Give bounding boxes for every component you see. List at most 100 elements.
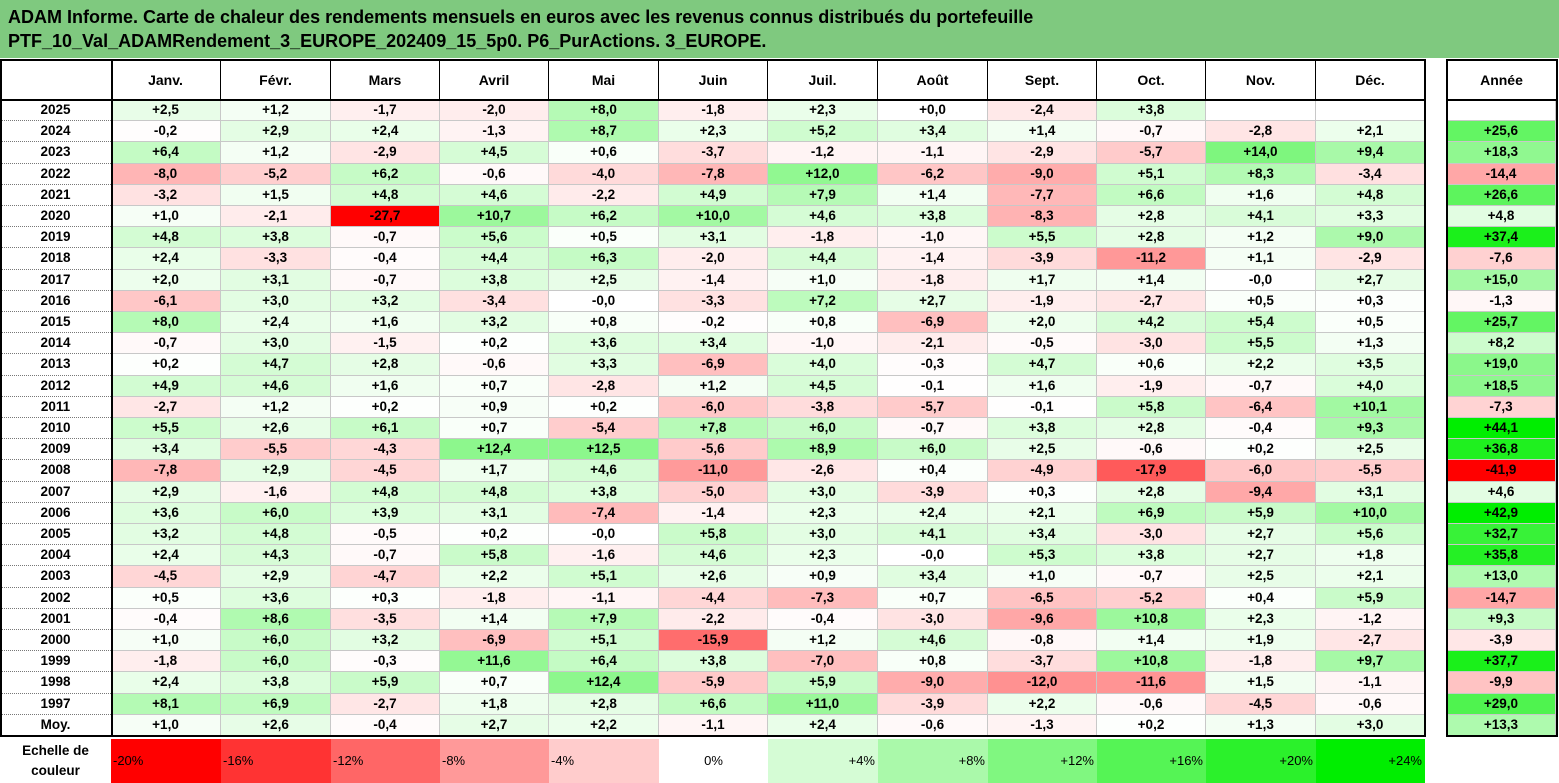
heatmap-cell: -3,7 — [988, 651, 1097, 673]
heatmap-cell: +0,4 — [878, 460, 988, 482]
annual-cell: +15,0 — [1447, 269, 1556, 291]
heatmap-cell: +6,0 — [221, 630, 331, 652]
heatmap-cell: +6,0 — [768, 418, 878, 440]
heatmap-cell: -7,4 — [549, 502, 659, 524]
legend-swatch: +16% — [1097, 739, 1206, 783]
heatmap-cell: +6,0 — [221, 502, 331, 524]
heatmap-cell: +1,8 — [1316, 545, 1425, 567]
row-year-label: 2002 — [0, 588, 111, 609]
heatmap-cell: +2,8 — [1097, 418, 1206, 440]
heatmap-cell: +6,2 — [549, 206, 659, 228]
month-header: Juil. — [768, 60, 878, 100]
month-header: Nov. — [1206, 60, 1316, 100]
heatmap-cell: +5,9 — [331, 672, 440, 694]
heatmap-cell: +2,8 — [1097, 481, 1206, 503]
heatmap-cell: +14,0 — [1206, 142, 1316, 164]
report-title: ADAM Informe. Carte de chaleur des rende… — [0, 0, 1559, 58]
legend-swatch: +24% — [1316, 739, 1425, 783]
heatmap-cell: -9,0 — [988, 163, 1097, 185]
heatmap-cell: +3,6 — [111, 502, 221, 524]
heatmap-cell: -3,9 — [878, 693, 988, 715]
row-year-label: 2007 — [0, 482, 111, 503]
heatmap-cell: +3,4 — [111, 439, 221, 461]
row-year-label: 2023 — [0, 142, 111, 164]
divider-line — [111, 60, 113, 736]
heatmap-cell: -8,0 — [111, 163, 221, 185]
heatmap-cell: -1,1 — [549, 587, 659, 609]
heatmap-cell: -3,4 — [1316, 163, 1425, 185]
heatmap-cell: +10,1 — [1316, 396, 1425, 418]
heatmap-cell: -6,9 — [440, 630, 549, 652]
heatmap-cell: -15,9 — [659, 630, 768, 652]
heatmap-cell: +9,3 — [1316, 418, 1425, 440]
legend-swatch: -16% — [221, 739, 331, 783]
heatmap-cell: +2,4 — [111, 248, 221, 270]
heatmap-cell: +9,7 — [1316, 651, 1425, 673]
heatmap-cell: +0,2 — [440, 333, 549, 355]
heatmap-cell: -2,0 — [659, 248, 768, 270]
annual-cell: -3,9 — [1447, 630, 1556, 652]
legend-swatch: -8% — [440, 739, 549, 783]
heatmap-cell: +1,3 — [1206, 714, 1316, 736]
annual-cell: +35,8 — [1447, 545, 1556, 567]
heatmap-cell: +1,0 — [988, 566, 1097, 588]
heatmap-cell: +0,2 — [440, 524, 549, 546]
heatmap-cell: -1,6 — [549, 545, 659, 567]
heatmap-cell: +3,2 — [331, 290, 440, 312]
legend-swatch: -20% — [111, 739, 221, 783]
heatmap-cell: +2,2 — [988, 693, 1097, 715]
heatmap-cell: +2,5 — [1316, 439, 1425, 461]
heatmap-cell: +4,1 — [878, 524, 988, 546]
heatmap-cell: -27,7 — [331, 206, 440, 228]
heatmap-cell: +7,2 — [768, 290, 878, 312]
heatmap-cell: +1,8 — [440, 693, 549, 715]
legend-title: Echelle de couleur — [0, 739, 111, 783]
heatmap-cell: +8,9 — [768, 439, 878, 461]
heatmap-cell: +5,8 — [659, 524, 768, 546]
heatmap-cell: +3,4 — [988, 524, 1097, 546]
heatmap-cell: +3,4 — [878, 121, 988, 143]
heatmap-cell: -0,7 — [878, 418, 988, 440]
heatmap-cell: +4,8 — [331, 481, 440, 503]
heatmap-cell: -9,4 — [1206, 481, 1316, 503]
heatmap-cell: +10,0 — [1316, 502, 1425, 524]
month-header: Juin — [659, 60, 768, 100]
heatmap-cell: -5,5 — [221, 439, 331, 461]
month-header: Sept. — [988, 60, 1097, 100]
heatmap-cell: -1,2 — [1316, 608, 1425, 630]
heatmap-cell: +4,5 — [440, 142, 549, 164]
heatmap-cell: -11,2 — [1097, 248, 1206, 270]
heatmap-cell: -2,4 — [988, 100, 1097, 122]
row-year-label: 2005 — [0, 524, 111, 546]
heatmap-cell: -11,0 — [659, 460, 768, 482]
heatmap-cell: -6,5 — [988, 587, 1097, 609]
heatmap-cell: +5,6 — [440, 227, 549, 249]
heatmap-cell: +2,1 — [1316, 121, 1425, 143]
heatmap-cell: -0,2 — [111, 121, 221, 143]
heatmap-cell: +0,2 — [549, 396, 659, 418]
heatmap-cell: +1,2 — [221, 100, 331, 122]
heatmap-cell: +2,3 — [1206, 608, 1316, 630]
heatmap-cell: +6,6 — [1097, 184, 1206, 206]
heatmap-cell: +8,1 — [111, 693, 221, 715]
heatmap-cell: +1,1 — [1206, 248, 1316, 270]
month-header: Déc. — [1316, 60, 1425, 100]
annual-cell: +29,0 — [1447, 693, 1556, 715]
heatmap-cell: +2,4 — [768, 714, 878, 736]
heatmap-cell: -2,2 — [549, 184, 659, 206]
annual-cell: +4,8 — [1447, 206, 1556, 228]
heatmap-cell: +11,0 — [768, 693, 878, 715]
annual-cell: +25,7 — [1447, 312, 1556, 334]
heatmap-cell: +12,4 — [440, 439, 549, 461]
heatmap-cell: +3,2 — [440, 312, 549, 334]
heatmap-cell: +0,6 — [1097, 354, 1206, 376]
heatmap-cell: +5,8 — [440, 545, 549, 567]
heatmap-cell: +1,6 — [988, 375, 1097, 397]
legend-title-line: couleur — [31, 763, 80, 778]
row-year-label: 2024 — [0, 121, 111, 143]
heatmap-cell: +4,0 — [1316, 375, 1425, 397]
row-year-label: 1999 — [0, 651, 111, 673]
heatmap-cell: +2,6 — [659, 566, 768, 588]
heatmap-cell: +1,4 — [1097, 269, 1206, 291]
heatmap-cell: +2,3 — [768, 545, 878, 567]
